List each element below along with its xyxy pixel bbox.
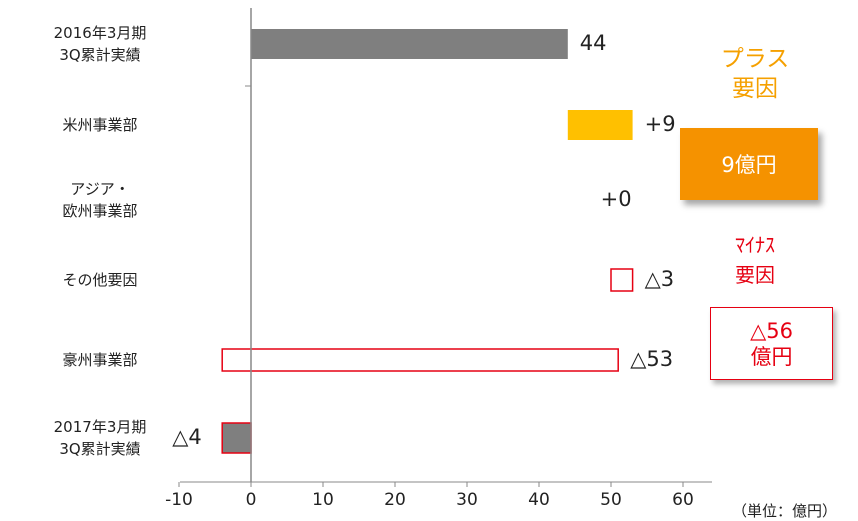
value-label: △53 (630, 347, 674, 371)
category-label-line: 3Q累計実績 (59, 46, 141, 64)
minus-total-box: △56 億円 (710, 307, 833, 380)
x-tick-label: 50 (600, 490, 622, 510)
category-label: 豪州事業部 (0, 349, 200, 371)
plus-total-box: 9億円 (680, 128, 818, 200)
category-label-line: 2016年3月期 (53, 24, 147, 42)
category-label-line: 2017年3月期 (53, 418, 147, 436)
value-label: +0 (600, 187, 632, 211)
x-axis-ticks (178, 85, 684, 487)
minus-title-line2: 要因 (735, 263, 775, 287)
minus-value-line2: 億円 (750, 344, 793, 369)
category-label-line: 欧州事業部 (62, 202, 138, 220)
plus-title-line2: 要因 (732, 76, 778, 102)
chart-marks (221, 29, 634, 454)
minus-title-line1: ﾏｲﾅｽ (735, 233, 775, 257)
x-tick-label: 10 (312, 490, 334, 510)
minus-factors-title: ﾏｲﾅｽ 要因 (700, 230, 810, 290)
x-tick-label: 30 (456, 490, 478, 510)
bar (567, 110, 633, 140)
category-label-line: その他要因 (62, 271, 138, 289)
minus-value-line1: △56 (750, 318, 793, 343)
bar (610, 268, 634, 292)
category-label-line: 豪州事業部 (62, 351, 138, 369)
plus-title-line1: プラス (720, 46, 790, 72)
category-label: 2016年3月期 3Q累計実績 (0, 22, 200, 66)
value-label: △4 (172, 425, 202, 449)
category-label-line: 米州事業部 (62, 116, 138, 134)
category-label: アジア・ 欧州事業部 (0, 178, 200, 222)
x-tick-label: 60 (672, 490, 694, 510)
value-label: △3 (644, 267, 675, 291)
x-tick-label: 0 (245, 490, 257, 510)
category-label: 2017年3月期 3Q累計実績 (0, 416, 200, 460)
plus-factors-title: プラス 要因 (700, 44, 810, 104)
x-tick-label: 20 (384, 490, 406, 510)
x-tick-label: -10 (165, 490, 193, 510)
bar (221, 422, 252, 454)
bar (251, 29, 568, 59)
category-label: 米州事業部 (0, 114, 200, 136)
bar (221, 348, 619, 372)
x-tick-label: 40 (528, 490, 550, 510)
value-label: +9 (644, 112, 676, 136)
category-label-line: アジア・ (70, 180, 130, 198)
value-label: 44 (579, 31, 607, 55)
category-label: その他要因 (0, 269, 200, 291)
unit-label: （単位：億円） (732, 502, 838, 520)
category-label-line: 3Q累計実績 (59, 440, 141, 458)
